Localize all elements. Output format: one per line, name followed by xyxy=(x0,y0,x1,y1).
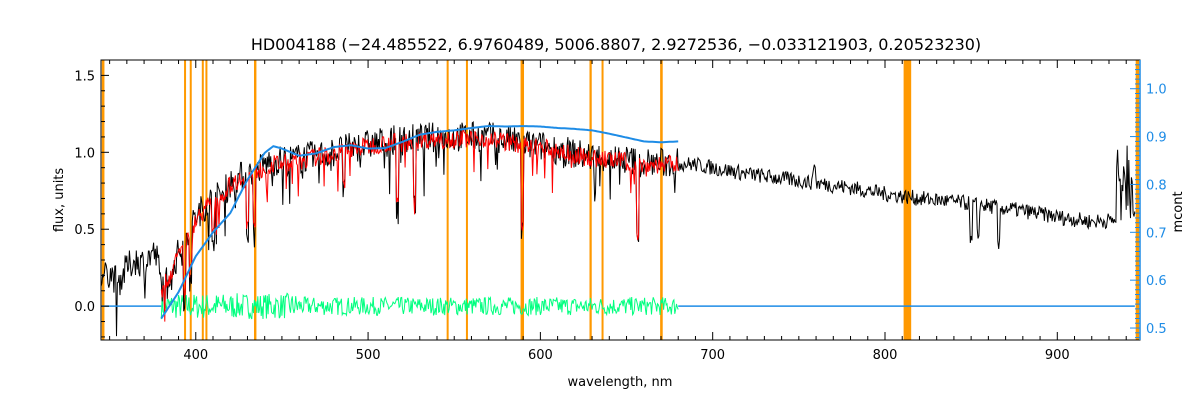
y2-tick-label-2: 0.7 xyxy=(1146,226,1167,241)
chart-title: HD004188 (−24.485522, 6.9760489, 5006.88… xyxy=(251,35,981,54)
y-tick-label-0: 0.0 xyxy=(74,300,95,315)
x-axis-label: wavelength, nm xyxy=(568,375,673,390)
residual-series xyxy=(160,292,679,320)
y-tick-label-1: 0.5 xyxy=(74,223,95,238)
x-tick-label-900: 900 xyxy=(1045,348,1070,363)
y2-tick-label-1: 0.6 xyxy=(1146,274,1167,289)
x-tick-label-400: 400 xyxy=(183,348,208,363)
y2-tick-label-5: 1.0 xyxy=(1146,83,1167,98)
masked-region-1 xyxy=(184,60,187,340)
y2-tick-label-4: 0.9 xyxy=(1146,131,1167,146)
y-axis-left: 0.0 0.5 1.0 1.5 xyxy=(74,69,109,338)
masked-region-8 xyxy=(520,60,525,340)
continuum-series xyxy=(101,125,1135,320)
continuum-line xyxy=(160,125,679,320)
y-tick-label-3: 1.5 xyxy=(74,69,95,84)
masked-region-7 xyxy=(465,60,468,340)
masked-region-0 xyxy=(101,60,105,340)
model-line xyxy=(160,128,679,322)
y2-tick-label-3: 0.8 xyxy=(1146,178,1167,193)
plot-frame xyxy=(100,59,1141,341)
masked-region-2 xyxy=(189,60,192,340)
y-tick-label-2: 1.0 xyxy=(74,146,95,161)
masked-region-6 xyxy=(446,60,449,340)
x-tick-label-600: 600 xyxy=(528,348,553,363)
masked-region-9 xyxy=(589,60,592,340)
y2-tick-label-0: 0.5 xyxy=(1146,322,1167,337)
y2-axis-label: mcont xyxy=(1171,191,1186,232)
residual-line xyxy=(160,292,679,320)
model-series xyxy=(160,128,679,322)
masked-region-3 xyxy=(201,60,204,340)
y-axis-label: flux, units xyxy=(52,168,67,233)
masked-region-10 xyxy=(601,60,604,340)
x-axis: 400 500 600 700 800 900 xyxy=(109,60,1127,363)
x-tick-label-800: 800 xyxy=(873,348,898,363)
masked-region-13 xyxy=(1135,60,1140,340)
x-tick-label-500: 500 xyxy=(356,348,381,363)
x-tick-label-700: 700 xyxy=(700,348,725,363)
y-axis-right: 0.5 0.6 0.7 0.8 0.9 1.0 xyxy=(1130,64,1167,339)
masked-region-11 xyxy=(660,60,663,340)
